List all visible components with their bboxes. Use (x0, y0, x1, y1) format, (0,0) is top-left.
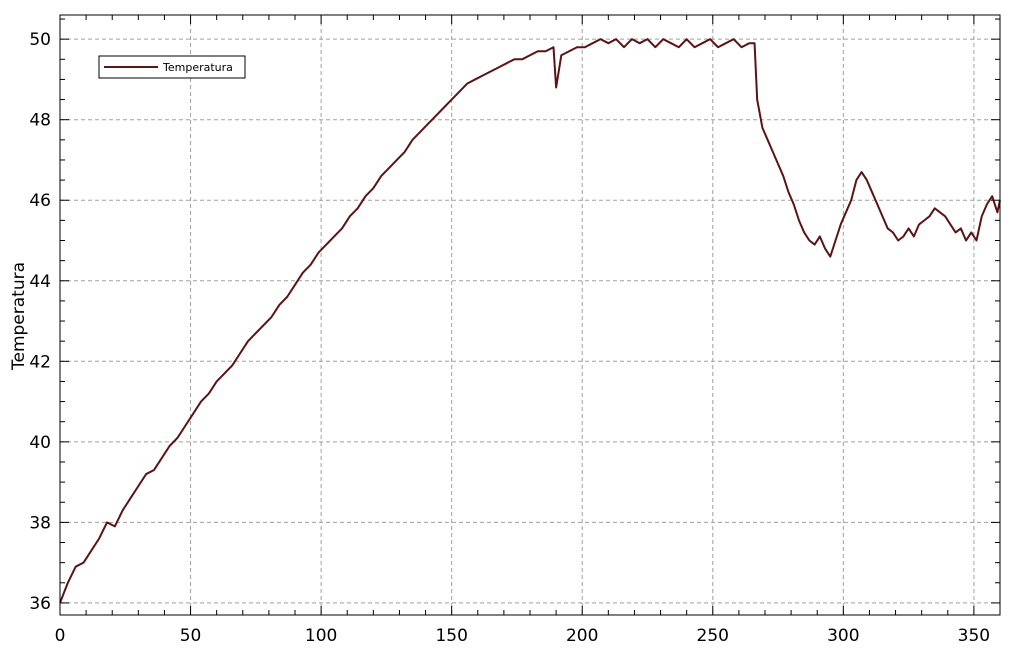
x-tick-label: 100 (305, 626, 337, 646)
x-tick-label: 50 (180, 626, 202, 646)
x-tick-label: 0 (55, 626, 66, 646)
legend: Temperatura (98, 55, 246, 79)
y-axis-label: Temperatura (9, 262, 29, 371)
x-tick-label: 350 (958, 626, 990, 646)
x-tick-label: 150 (435, 626, 467, 646)
legend-label: Temperatura (162, 61, 233, 74)
legend-box (98, 55, 246, 79)
x-tick-label: 300 (827, 626, 859, 646)
series-layer (59, 38, 1001, 604)
series-line (59, 38, 1001, 604)
y-tick-label: 48 (29, 111, 51, 131)
y-tick-label: 50 (29, 30, 51, 50)
plot-background (60, 15, 1000, 615)
y-tick-label: 46 (29, 191, 51, 211)
y-tick-label: 40 (29, 433, 51, 453)
gridlines (60, 15, 1000, 615)
y-tick-label: 42 (29, 352, 51, 372)
y-tick-label: 44 (29, 272, 51, 292)
y-tick-label: 38 (29, 513, 51, 533)
y-tick-labels: 36 38 40 42 44 46 48 50 (29, 30, 51, 614)
y-tick-label: 36 (29, 594, 51, 614)
x-tick-label: 200 (566, 626, 598, 646)
plot-frame (59, 14, 1001, 616)
x-tick-label: 250 (697, 626, 729, 646)
x-tick-labels: 0 50 100 150 200 250 300 350 (55, 626, 991, 646)
